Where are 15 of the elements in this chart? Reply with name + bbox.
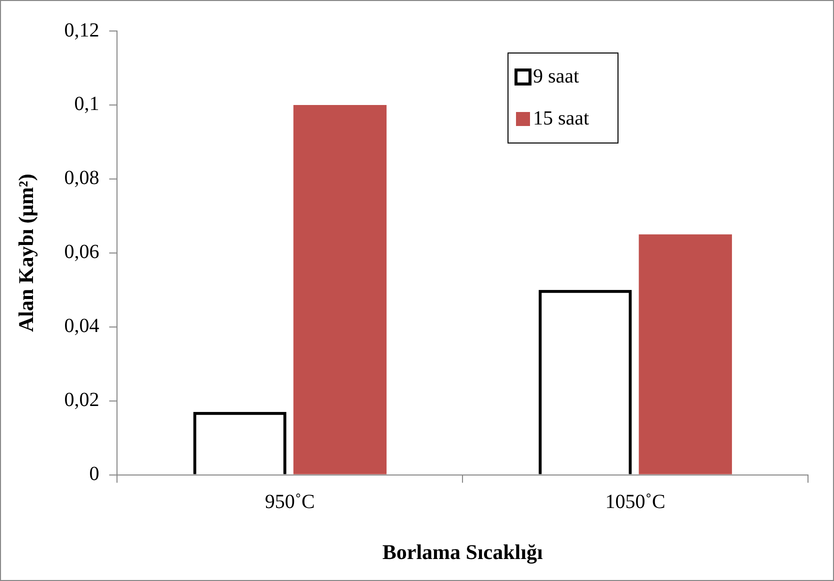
bar	[293, 104, 387, 474]
y-tick-label: 0	[89, 463, 100, 486]
x-tick-label: 950˚C	[264, 491, 315, 514]
x-axis-title: Borlama Sıcaklığı	[382, 540, 543, 564]
y-axis-title: Alan Kaybı (μm²)	[14, 174, 38, 332]
y-tick-label: 0,12	[64, 19, 100, 42]
y-tick-label: 0,04	[64, 315, 100, 338]
y-tick-label: 0,02	[64, 389, 100, 412]
bar	[638, 234, 732, 474]
legend-label: 9 saat	[533, 65, 580, 88]
y-tick-label: 0,08	[64, 167, 100, 190]
y-tick-label: 0,1	[74, 93, 100, 116]
x-tick-label: 1050˚C	[605, 491, 666, 514]
y-tick-label: 0,06	[64, 241, 100, 264]
legend-label: 15 saat	[533, 107, 590, 130]
